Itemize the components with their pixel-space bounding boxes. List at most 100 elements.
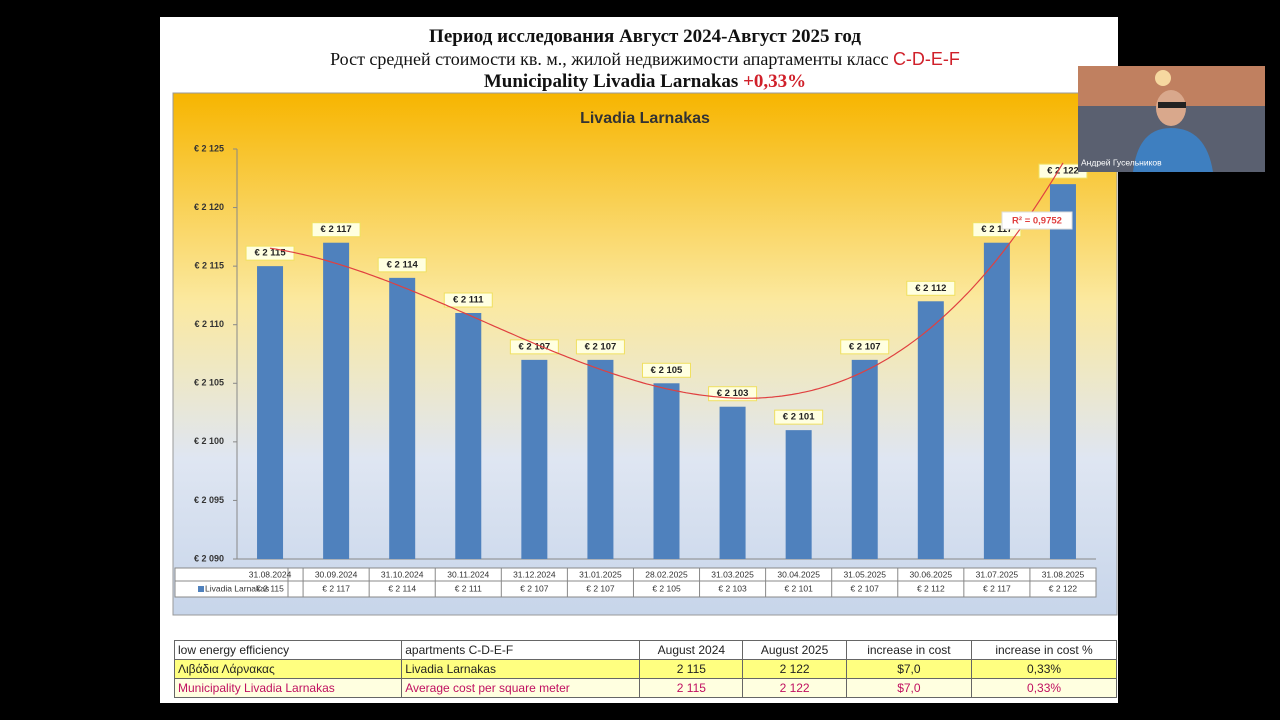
- x-tick-label: 30.09.2024: [315, 569, 358, 579]
- chart-title: Livadia Larnakas: [580, 110, 710, 127]
- data-table-value: € 2 105: [652, 583, 681, 593]
- bar: [851, 359, 878, 559]
- y-tick-label: € 2 100: [194, 436, 224, 446]
- data-table: [174, 567, 1097, 598]
- table-cell: August 2024: [639, 640, 744, 660]
- bar: [257, 266, 284, 559]
- value-label-bg: [642, 362, 691, 378]
- data-table-value: € 2 107: [586, 583, 615, 593]
- legend-swatch: [198, 586, 204, 592]
- table-cell: August 2025: [742, 640, 847, 660]
- value-label: € 2 107: [518, 341, 550, 352]
- x-tick-label: 30.06.2025: [910, 569, 953, 579]
- table-row: Λιβάδια Λάρνακας Livadia Larnakas 2 115 2 1…: [173, 659, 1117, 679]
- title: Период исследования Август 2024-Август 2…: [429, 26, 861, 47]
- bar: [323, 242, 350, 559]
- y-tick-label: € 2 090: [194, 553, 224, 563]
- x-tick-label: 31.01.2025: [579, 569, 622, 579]
- subtitle-text: Рост средней стоимости кв. м., жилой нед…: [330, 49, 889, 69]
- table-cell: apartments C-D-E-F: [401, 640, 641, 660]
- y-tick-label: € 2 110: [194, 319, 224, 329]
- bar: [389, 277, 416, 559]
- data-table-value: € 2 101: [784, 583, 813, 593]
- table-cell: Livadia Larnakas: [401, 659, 641, 679]
- value-label: € 2 107: [849, 341, 881, 352]
- x-tick-label: 30.04.2025: [777, 569, 820, 579]
- value-label: € 2 111: [453, 295, 484, 306]
- value-label: € 2 115: [254, 248, 286, 259]
- x-tick-label: 31.10.2024: [381, 569, 424, 579]
- webcam: Андрей Гусельников: [1078, 66, 1265, 172]
- value-label: € 2 103: [717, 388, 749, 399]
- trendline: [269, 162, 1064, 399]
- y-tick-label: € 2 115: [194, 261, 224, 271]
- value-label-bg: [774, 409, 824, 425]
- trendline-label-bg: [1001, 211, 1073, 230]
- y-tick-label: € 2 120: [194, 202, 224, 212]
- table-cell: 2 122: [742, 659, 847, 679]
- table-cell: increase in cost %: [971, 640, 1117, 660]
- data-table-value: € 2 117: [983, 583, 1011, 593]
- value-label-bg: [377, 257, 427, 273]
- table-cell: 0,33%: [971, 659, 1117, 679]
- trendline-label: R² = 0,9752: [1012, 216, 1062, 227]
- x-tick-label: 31.08.2025: [1042, 569, 1085, 579]
- x-tick-label: 28.02.2025: [645, 569, 688, 579]
- value-label-bg: [840, 339, 890, 355]
- x-tick-label: 30.11.2024: [447, 569, 489, 579]
- data-table-value: € 2 103: [718, 583, 747, 593]
- value-label: € 2 122: [1047, 166, 1079, 177]
- bar: [917, 301, 944, 559]
- value-label: € 2 112: [915, 283, 946, 294]
- subtitle-highlight: C-D-E-F: [892, 49, 960, 69]
- value-label: € 2 114: [387, 259, 419, 270]
- x-tick-label: 31.03.2025: [711, 569, 754, 579]
- summary-table: low energy efficiency apartments C-D-E-F A…: [173, 640, 1117, 698]
- bar: [719, 406, 746, 559]
- table-row: Municipality Livadia Larnakas Average cos…: [173, 678, 1117, 698]
- value-label: € 2 117: [981, 224, 1012, 235]
- table-cell: $7,0: [845, 659, 973, 679]
- value-label: € 2 105: [651, 365, 683, 376]
- data-table-value: € 2 107: [520, 583, 549, 593]
- table-cell: 2 122: [742, 678, 847, 698]
- table-cell: 2 115: [639, 678, 744, 698]
- y-tick-label: € 2 095: [194, 495, 224, 505]
- line3-text: Municipality Livadia Larnakas: [483, 71, 739, 92]
- bar: [587, 359, 614, 559]
- data-table-value: € 2 122: [1049, 583, 1078, 593]
- data-table-value: € 2 114: [388, 583, 416, 593]
- x-tick-label: 31.12.2024: [513, 569, 556, 579]
- bar: [653, 383, 680, 559]
- value-label: € 2 107: [585, 341, 617, 352]
- value-label-bg: [575, 339, 625, 355]
- table-cell: 2 115: [639, 659, 744, 679]
- value-label: € 2 101: [783, 412, 815, 423]
- value-label-bg: [311, 222, 361, 238]
- x-tick-label: 31.08.2024: [249, 569, 292, 579]
- table-cell: low energy efficiency: [173, 640, 403, 660]
- y-tick-label: € 2 105: [194, 378, 224, 388]
- webcam-name: Андрей Гусельников: [1081, 157, 1162, 167]
- bar: [521, 359, 548, 559]
- subtitle: Рост средней стоимости кв. м., жилой нед…: [160, 49, 1130, 70]
- value-label-bg: [443, 292, 493, 308]
- line3: Municipality Livadia Larnakas +0,33%: [160, 71, 1130, 93]
- y-tick-label: € 2 125: [194, 143, 224, 153]
- value-label-bg: [906, 280, 956, 296]
- legend-label: Livadia Larnakas: [205, 583, 269, 593]
- data-table-value: € 2 112: [917, 583, 945, 593]
- table-cell: Λιβάδια Λάρνακας: [173, 659, 403, 679]
- bar: [983, 242, 1010, 559]
- value-label-bg: [509, 339, 559, 355]
- table-cell: $7,0: [845, 678, 973, 698]
- bar: [785, 430, 812, 559]
- x-tick-label: 31.07.2025: [976, 569, 1019, 579]
- bar: [1049, 184, 1076, 559]
- table-cell: 0,33%: [971, 678, 1117, 698]
- data-table-value: € 2 107: [851, 583, 880, 593]
- bar: [455, 313, 482, 559]
- data-table-value: € 2 111: [455, 583, 482, 593]
- table-cell: increase in cost: [845, 640, 973, 660]
